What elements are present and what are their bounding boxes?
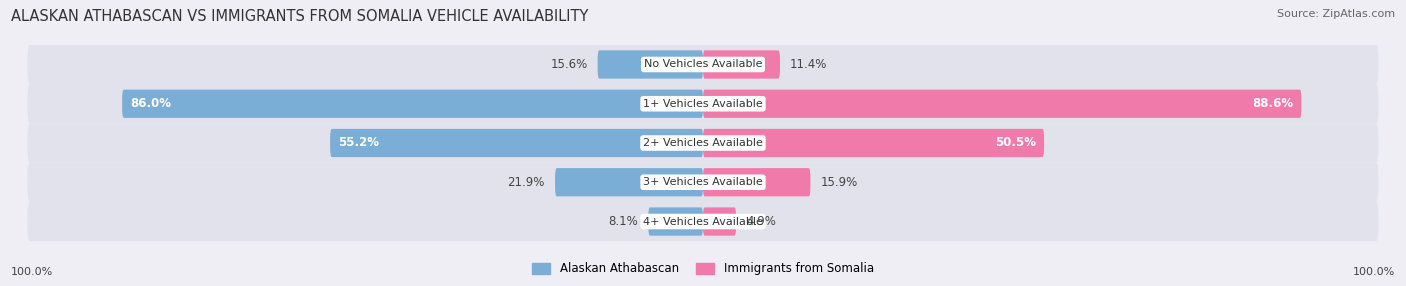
Text: 11.4%: 11.4% [790,58,828,71]
Text: 3+ Vehicles Available: 3+ Vehicles Available [643,177,763,187]
FancyBboxPatch shape [703,129,1045,157]
Text: 50.5%: 50.5% [995,136,1036,150]
Text: 100.0%: 100.0% [1353,267,1395,277]
FancyBboxPatch shape [555,168,703,196]
FancyBboxPatch shape [703,207,737,236]
Text: Source: ZipAtlas.com: Source: ZipAtlas.com [1277,9,1395,19]
Text: 4.9%: 4.9% [747,215,776,228]
FancyBboxPatch shape [648,207,703,236]
FancyBboxPatch shape [122,90,703,118]
Text: 55.2%: 55.2% [339,136,380,150]
Text: 88.6%: 88.6% [1253,97,1294,110]
FancyBboxPatch shape [28,84,1378,123]
Text: 86.0%: 86.0% [131,97,172,110]
Text: 15.9%: 15.9% [821,176,858,189]
Text: 21.9%: 21.9% [508,176,546,189]
FancyBboxPatch shape [598,50,703,79]
FancyBboxPatch shape [28,45,1378,84]
FancyBboxPatch shape [330,129,703,157]
Text: 8.1%: 8.1% [609,215,638,228]
Text: 100.0%: 100.0% [11,267,53,277]
Text: No Vehicles Available: No Vehicles Available [644,59,762,69]
Text: 15.6%: 15.6% [550,58,588,71]
FancyBboxPatch shape [703,50,780,79]
FancyBboxPatch shape [703,90,1302,118]
FancyBboxPatch shape [28,202,1378,241]
Legend: Alaskan Athabascan, Immigrants from Somalia: Alaskan Athabascan, Immigrants from Soma… [527,258,879,280]
Text: 2+ Vehicles Available: 2+ Vehicles Available [643,138,763,148]
FancyBboxPatch shape [28,123,1378,163]
FancyBboxPatch shape [28,163,1378,202]
Text: 1+ Vehicles Available: 1+ Vehicles Available [643,99,763,109]
Text: ALASKAN ATHABASCAN VS IMMIGRANTS FROM SOMALIA VEHICLE AVAILABILITY: ALASKAN ATHABASCAN VS IMMIGRANTS FROM SO… [11,9,589,23]
FancyBboxPatch shape [703,168,810,196]
Text: 4+ Vehicles Available: 4+ Vehicles Available [643,217,763,227]
